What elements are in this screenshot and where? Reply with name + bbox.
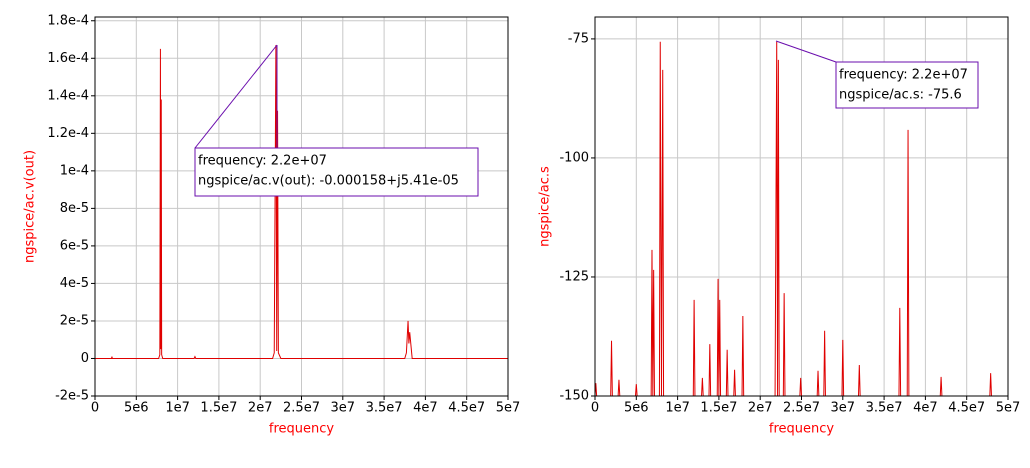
x-tick-label: 0 — [591, 401, 599, 416]
y-tick-label: 1.4e-4 — [47, 88, 89, 103]
annotation-text: ngspice/ac.v(out): -0.000158+j5.41e-05 — [198, 174, 459, 189]
x-tick-label: 1.5e7 — [700, 401, 737, 416]
x-tick-label: 2e7 — [748, 401, 773, 416]
x-tick-label: 4.5e7 — [448, 401, 485, 416]
data-line — [595, 41, 1008, 396]
y-axis-title: ngspice/ac.s — [538, 166, 553, 247]
x-tick-label: 1.5e7 — [200, 401, 237, 416]
annotation-text: ngspice/ac.s: -75.6 — [839, 88, 962, 103]
plot-frame — [594, 16, 1009, 397]
y-tick-label: -150 — [559, 389, 589, 404]
x-tick-label: 2e7 — [248, 401, 273, 416]
x-tick-label: 4e7 — [913, 401, 938, 416]
y-tick-label: -2e-5 — [55, 389, 89, 404]
annotation-pointer — [194, 44, 278, 149]
y-tick-label: 4e-5 — [60, 276, 89, 291]
x-tick-label: 5e7 — [496, 401, 521, 416]
x-tick-label: 4e7 — [413, 401, 438, 416]
y-tick-label: 1.6e-4 — [47, 51, 89, 66]
x-tick-label: 0 — [91, 401, 99, 416]
annotation-box — [194, 147, 479, 197]
annotation-box — [835, 61, 979, 109]
x-tick-label: 5e6 — [624, 401, 649, 416]
y-tick-label: 8e-5 — [60, 201, 89, 216]
x-tick-label: 3.5e7 — [366, 401, 403, 416]
x-tick-label: 2.5e7 — [283, 401, 320, 416]
y-tick-label: 6e-5 — [60, 238, 89, 253]
x-tick-label: 3.5e7 — [866, 401, 903, 416]
y-tick-label: 2e-5 — [60, 313, 89, 328]
x-axis-title: frequency — [269, 422, 335, 437]
y-tick-label: -75 — [568, 31, 589, 46]
y-tick-label: 1e-4 — [60, 163, 89, 178]
annotation-text: frequency: 2.2e+07 — [198, 154, 327, 169]
x-tick-label: 5e7 — [996, 401, 1021, 416]
y-tick-label: -125 — [559, 269, 589, 284]
x-tick-label: 2.5e7 — [783, 401, 820, 416]
x-tick-label: 3e7 — [331, 401, 356, 416]
data-line — [95, 45, 508, 359]
y-tick-label: -100 — [559, 150, 589, 165]
x-tick-label: 5e6 — [124, 401, 149, 416]
x-tick-label: 1e7 — [665, 401, 690, 416]
y-tick-label: 1.8e-4 — [47, 13, 89, 28]
x-tick-label: 1e7 — [165, 401, 190, 416]
plot-frame — [94, 16, 509, 397]
annotation-pointer — [775, 40, 837, 63]
x-tick-label: 3e7 — [831, 401, 856, 416]
x-axis-title: frequency — [769, 422, 835, 437]
annotation-text: frequency: 2.2e+07 — [839, 68, 968, 83]
y-tick-label: 1.2e-4 — [47, 126, 89, 141]
y-tick-label: 0 — [81, 351, 89, 366]
y-axis-title: ngspice/ac.v(out) — [23, 150, 38, 263]
x-tick-label: 4.5e7 — [948, 401, 985, 416]
